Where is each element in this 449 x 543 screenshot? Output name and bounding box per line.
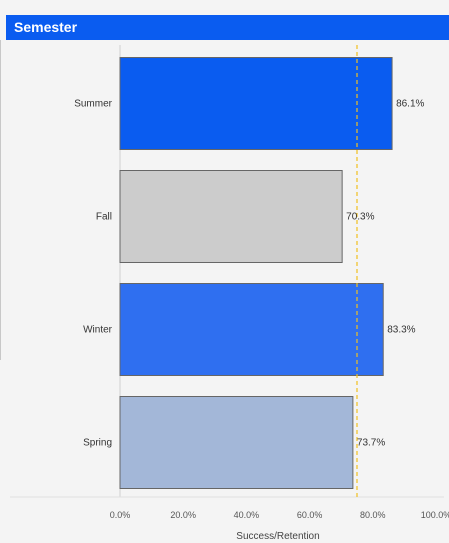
category-label-fall: Fall xyxy=(96,212,112,223)
bar-winter[interactable] xyxy=(119,283,384,376)
category-label-spring: Spring xyxy=(83,438,112,449)
bar-fall[interactable] xyxy=(119,170,343,263)
category-label-summer: Summer xyxy=(74,99,112,110)
x-axis: 0.0% 20.0% 40.0% 60.0% 80.0% 100.0% xyxy=(110,510,449,520)
x-tick-label: 20.0% xyxy=(170,510,196,520)
category-labels: Summer Fall Winter Spring xyxy=(74,99,112,449)
value-label-summer: 86.1% xyxy=(396,99,424,110)
x-tick-label: 100.0% xyxy=(421,510,449,520)
bar-spring[interactable] xyxy=(119,396,354,489)
x-axis-label: Success/Retention xyxy=(236,531,319,542)
x-tick-label: 40.0% xyxy=(234,510,260,520)
x-tick-label: 80.0% xyxy=(360,510,386,520)
bar-summer[interactable] xyxy=(119,57,393,150)
panel-title: Semester xyxy=(14,19,78,35)
value-label-spring: 73.7% xyxy=(357,438,385,449)
panel-header: Semester xyxy=(6,15,449,40)
left-edge-divider xyxy=(0,40,1,360)
bars-group xyxy=(119,57,393,489)
x-tick-label: 0.0% xyxy=(110,510,131,520)
value-label-winter: 83.3% xyxy=(387,325,415,336)
value-labels: 86.1% 70.3% 83.3% 73.7% xyxy=(346,99,424,449)
x-tick-label: 60.0% xyxy=(297,510,323,520)
value-label-fall: 70.3% xyxy=(346,212,374,223)
category-label-winter: Winter xyxy=(83,325,113,336)
